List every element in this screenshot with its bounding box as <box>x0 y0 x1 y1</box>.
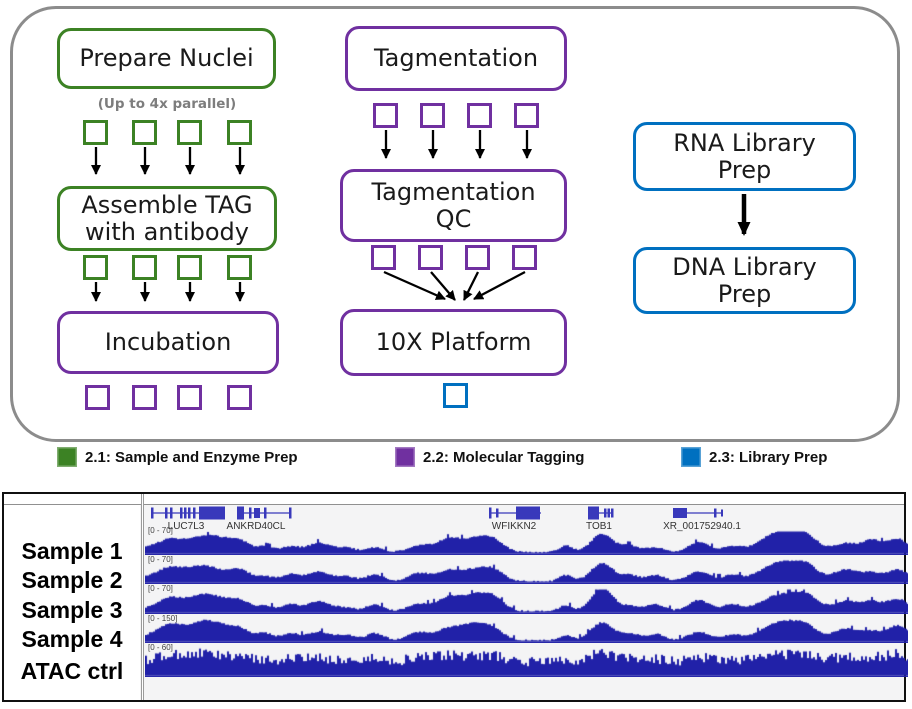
legend-label: 2.2: Molecular Tagging <box>423 448 585 466</box>
parallel-sample-square <box>177 255 202 280</box>
node-incubation: Incubation <box>57 311 279 374</box>
legend-label: 2.3: Library Prep <box>709 448 828 466</box>
node-label: Prepare Nuclei <box>79 44 254 73</box>
parallel-sample-square <box>132 120 157 145</box>
node-label: Assemble TAG <box>81 190 253 219</box>
parallel-sample-square <box>132 255 157 280</box>
legend-item-library-prep: 2.3: Library Prep <box>681 446 827 468</box>
node-assemble-tag: Assemble TAG with antibody <box>57 186 277 251</box>
parallel-sample-square <box>85 385 110 410</box>
node-label: Prep <box>717 279 772 308</box>
parallel-note: (Up to 4x parallel) <box>97 96 237 112</box>
legend-item-molecular-tagging: 2.2: Molecular Tagging <box>395 446 584 468</box>
legend-swatch-green <box>57 447 77 467</box>
track-name-sample2: Sample 2 <box>4 566 140 595</box>
node-label: DNA Library <box>672 252 817 281</box>
legend-swatch-blue <box>681 447 701 467</box>
signal-track-sample1: [0 - 70] <box>145 526 908 555</box>
parallel-sample-square <box>512 245 537 270</box>
node-label: Incubation <box>104 328 232 357</box>
parallel-sample-square <box>371 245 396 270</box>
node-label: Tagmentation <box>371 177 536 206</box>
node-label: Tagmentation <box>373 44 539 73</box>
node-prepare-nuclei: Prepare Nuclei <box>57 28 276 89</box>
track-range-label: [0 - 70] <box>148 555 173 564</box>
node-label: QC <box>435 204 472 233</box>
parallel-sample-square <box>227 255 252 280</box>
track-range-label: [0 - 60] <box>148 643 173 652</box>
parallel-sample-square <box>227 120 252 145</box>
node-tagmentation-qc: Tagmentation QC <box>340 169 567 242</box>
track-label-column: Sample 1 Sample 2 Sample 3 Sample 4 ATAC… <box>4 505 140 700</box>
coverage-histogram <box>145 555 908 584</box>
legend-label: 2.1: Sample and Enzyme Prep <box>85 448 298 466</box>
parallel-sample-square <box>420 103 445 128</box>
coverage-histogram <box>145 526 908 555</box>
parallel-sample-square <box>177 385 202 410</box>
parallel-sample-square <box>465 245 490 270</box>
legend: 2.1: Sample and Enzyme Prep 2.2: Molecul… <box>0 446 912 472</box>
parallel-sample-square <box>443 383 468 408</box>
signal-track-sample3: [0 - 70] <box>145 584 908 614</box>
gene-track <box>151 506 723 520</box>
parallel-sample-square <box>373 103 398 128</box>
label-data-separator <box>141 494 144 700</box>
track-name-sample3: Sample 3 <box>4 595 140 625</box>
parallel-sample-square <box>467 103 492 128</box>
legend-swatch-purple <box>395 447 415 467</box>
parallel-sample-square <box>514 103 539 128</box>
node-10x-platform: 10X Platform <box>340 309 567 376</box>
track-name-sample1: Sample 1 <box>4 537 140 566</box>
node-tagmentation: Tagmentation <box>345 26 567 91</box>
coverage-histogram <box>145 614 908 643</box>
node-label: Prep <box>717 155 772 184</box>
genome-browser: Sample 1 Sample 2 Sample 3 Sample 4 ATAC… <box>2 492 908 702</box>
track-range-label: [0 - 70] <box>148 584 173 593</box>
node-dna-library-prep: DNA Library Prep <box>633 247 856 314</box>
node-label: 10X Platform <box>375 328 532 357</box>
signal-track-atac-ctrl: [0 - 60] <box>145 643 908 677</box>
parallel-sample-square <box>83 120 108 145</box>
parallel-sample-square <box>83 255 108 280</box>
track-name-atac-ctrl: ATAC ctrl <box>4 654 140 688</box>
parallel-sample-square <box>177 120 202 145</box>
node-label: RNA Library <box>673 128 816 157</box>
coverage-histogram <box>145 584 908 614</box>
browser-header-strip <box>4 494 904 505</box>
parallel-sample-square <box>227 385 252 410</box>
signal-track-sample4: [0 - 150] <box>145 614 908 643</box>
node-label: with antibody <box>85 217 249 246</box>
track-range-label: [0 - 70] <box>148 526 173 535</box>
legend-item-sample-enzyme-prep: 2.1: Sample and Enzyme Prep <box>57 446 298 468</box>
gene-models <box>151 506 723 520</box>
track-name-sample4: Sample 4 <box>4 625 140 654</box>
coverage-histogram <box>145 643 908 677</box>
signal-track-sample2: [0 - 70] <box>145 555 908 584</box>
track-range-label: [0 - 150] <box>148 614 178 623</box>
node-rna-library-prep: RNA Library Prep <box>633 122 856 191</box>
parallel-sample-square <box>132 385 157 410</box>
parallel-sample-square <box>418 245 443 270</box>
